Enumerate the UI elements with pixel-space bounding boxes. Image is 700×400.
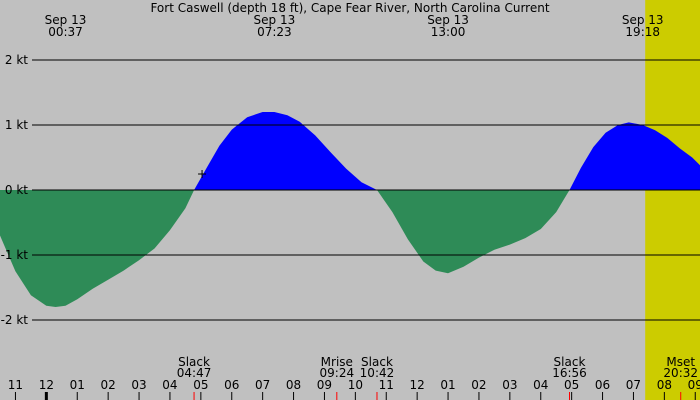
x-tick-label: 02 (471, 378, 486, 392)
x-tick-label: 04 (162, 378, 177, 392)
bottom-event-time: 04:47 (177, 366, 212, 380)
bottom-event-label: Slack (178, 355, 210, 369)
bottom-event-label: Mset (666, 355, 695, 369)
x-tick-label: 02 (101, 378, 116, 392)
x-tick-label: 10 (348, 378, 363, 392)
top-event-date: Sep 13 (254, 13, 296, 27)
x-tick-label: 07 (255, 378, 270, 392)
daylight-band (645, 0, 700, 400)
ebb-current-area (0, 190, 700, 307)
x-tick-label: 12 (410, 378, 425, 392)
x-tick-label: 03 (502, 378, 517, 392)
top-event-time: 19:18 (625, 25, 660, 39)
x-tick-label: 08 (657, 378, 672, 392)
current-area-layer (0, 112, 700, 307)
x-tick-label: 06 (595, 378, 610, 392)
y-tick-label: 1 kt (5, 118, 28, 132)
x-tick-label: 03 (131, 378, 146, 392)
x-tick-label: 09 (317, 378, 332, 392)
flood-current-area (0, 112, 700, 190)
x-tick-label: 12 (39, 378, 54, 392)
x-tick-label: 11 (8, 378, 23, 392)
x-tick-labels-layer: 11 12 01 02 03 04 05 06 07 08 09 10 11 12 01 02 03 04 05 06… (8, 378, 700, 400)
bottom-event-label: Slack (554, 355, 586, 369)
x-tick-label: 08 (286, 378, 301, 392)
grid-lines-layer (32, 59, 700, 321)
top-event-date: Sep 13 (622, 13, 664, 27)
y-tick-label: -1 kt (1, 248, 29, 262)
bottom-event-time: 16:56 (552, 366, 587, 380)
bottom-event-time: 10:42 (360, 366, 395, 380)
bottom-event-labels-layer: Slack04:47Mrise09:24Slack10:42Slack16:56… (44, 170, 698, 400)
bottom-event-label: Mrise (321, 355, 353, 369)
y-tick-label: 2 kt (5, 53, 28, 67)
top-event-time: 07:23 (257, 25, 292, 39)
x-tick-label: 11 (379, 378, 394, 392)
top-event-date: Sep 13 (45, 13, 87, 27)
x-tick-label: 05 (564, 378, 579, 392)
chart-title: Fort Caswell (depth 18 ft), Cape Fear Ri… (150, 1, 549, 15)
bottom-event-label: Slack (361, 355, 393, 369)
bottom-event-time: 20:32 (663, 366, 698, 380)
x-tick-label: 05 (193, 378, 208, 392)
x-tick-label: 09 (688, 378, 700, 392)
x-tick-label: 07 (626, 378, 641, 392)
y-tick-labels-layer: 2 kt 1 kt 0 kt -1 kt -2 kt (1, 53, 29, 327)
x-tick-label: 01 (70, 378, 85, 392)
y-tick-label: 0 kt (5, 183, 28, 197)
bottom-event-time: 09:24 (320, 366, 355, 380)
y-tick-label: -2 kt (1, 313, 29, 327)
x-tick-label: 06 (224, 378, 239, 392)
top-event-time: 13:00 (431, 25, 466, 39)
top-event-time: 00:37 (48, 25, 83, 39)
top-event-date: Sep 13 (427, 13, 469, 27)
x-tick-label: 01 (440, 378, 455, 392)
x-tick-label: 04 (533, 378, 548, 392)
daylight-band-layer (645, 0, 700, 400)
